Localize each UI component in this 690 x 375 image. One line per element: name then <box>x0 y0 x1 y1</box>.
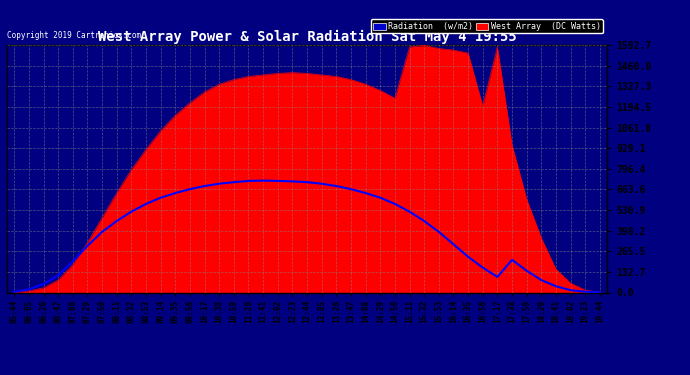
Title: West Array Power & Solar Radiation Sat May 4 19:55: West Array Power & Solar Radiation Sat M… <box>98 30 516 44</box>
Text: Copyright 2019 Cartronics.com: Copyright 2019 Cartronics.com <box>7 31 141 40</box>
Legend: Radiation  (w/m2), West Array  (DC Watts): Radiation (w/m2), West Array (DC Watts) <box>371 20 603 33</box>
